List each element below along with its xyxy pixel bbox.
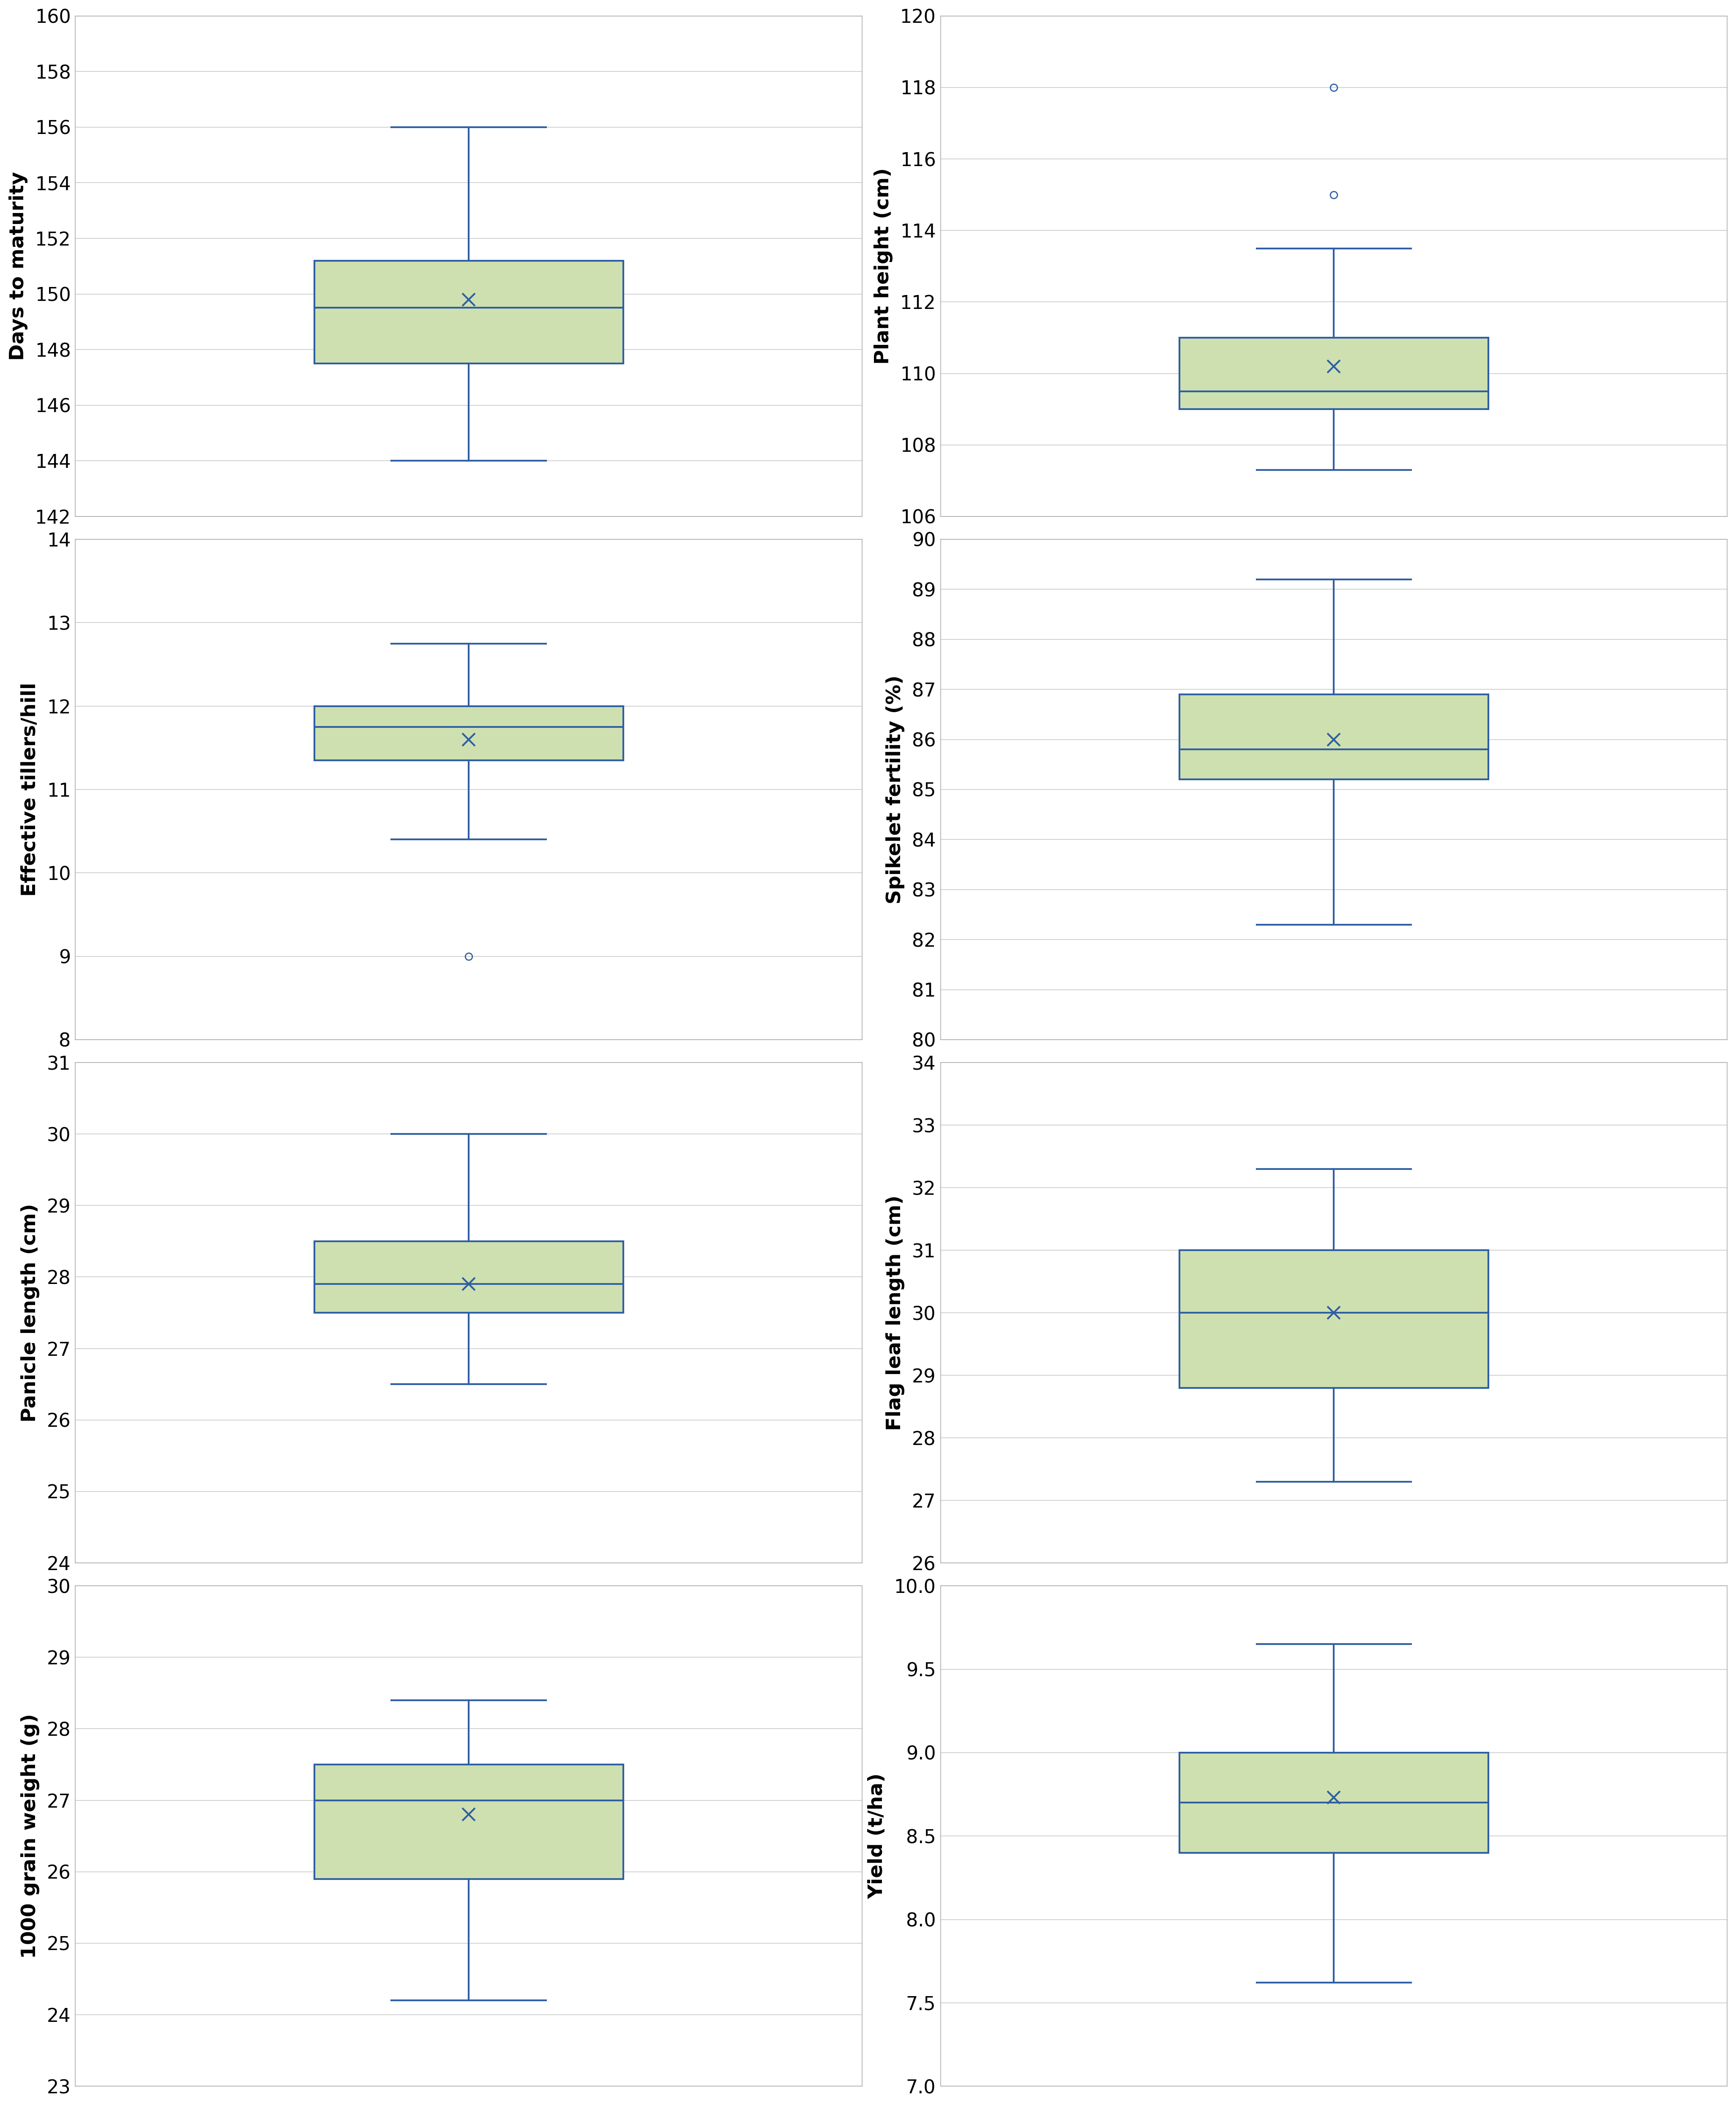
PathPatch shape bbox=[1179, 695, 1488, 779]
Y-axis label: Yield (t/ha): Yield (t/ha) bbox=[868, 1773, 887, 1900]
PathPatch shape bbox=[314, 1765, 623, 1879]
PathPatch shape bbox=[314, 706, 623, 760]
Y-axis label: Panicle length (cm): Panicle length (cm) bbox=[21, 1203, 40, 1422]
Y-axis label: Days to maturity: Days to maturity bbox=[9, 173, 28, 360]
PathPatch shape bbox=[314, 1240, 623, 1312]
Y-axis label: Plant height (cm): Plant height (cm) bbox=[873, 168, 892, 364]
Y-axis label: Spikelet fertility (%): Spikelet fertility (%) bbox=[885, 676, 904, 903]
Y-axis label: Effective tillers/hill: Effective tillers/hill bbox=[21, 682, 40, 897]
PathPatch shape bbox=[1179, 1752, 1488, 1853]
Y-axis label: Flag leaf length (cm): Flag leaf length (cm) bbox=[885, 1194, 904, 1430]
PathPatch shape bbox=[1179, 337, 1488, 409]
PathPatch shape bbox=[314, 261, 623, 364]
Y-axis label: 1000 grain weight (g): 1000 grain weight (g) bbox=[21, 1714, 40, 1959]
PathPatch shape bbox=[1179, 1251, 1488, 1388]
